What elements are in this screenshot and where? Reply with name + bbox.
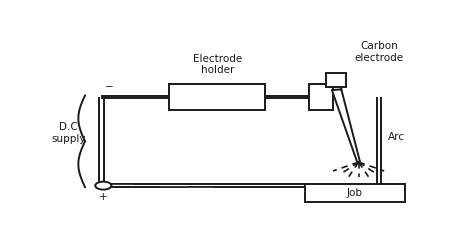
Polygon shape <box>332 89 360 162</box>
Text: +: + <box>99 192 108 202</box>
Text: −: − <box>105 82 114 92</box>
Circle shape <box>95 182 111 190</box>
Bar <box>326 73 346 86</box>
Text: D.C
supply: D.C supply <box>51 122 86 144</box>
Bar <box>305 184 404 202</box>
Text: Carbon
electrode: Carbon electrode <box>354 41 403 63</box>
Bar <box>309 84 333 110</box>
Bar <box>169 84 265 110</box>
Text: Arc: Arc <box>388 132 405 142</box>
Text: Electrode
holder: Electrode holder <box>192 54 242 75</box>
Text: Job: Job <box>347 188 363 198</box>
